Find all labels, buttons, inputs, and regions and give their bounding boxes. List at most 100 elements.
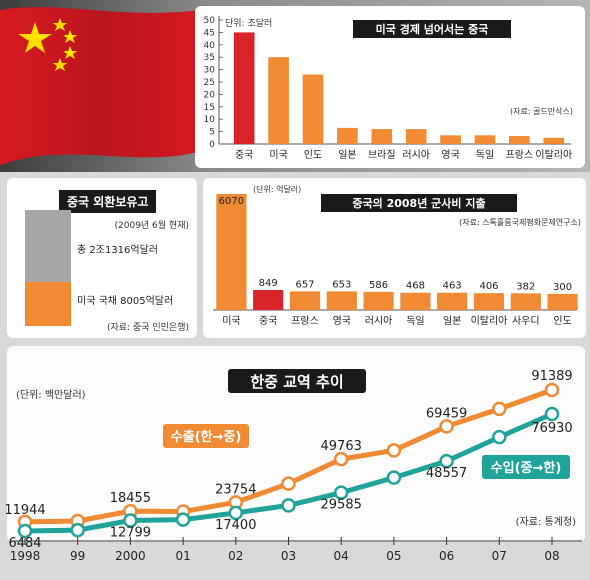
gdp-y-tick: 40 — [204, 41, 216, 51]
military-x-label: 일본 — [443, 315, 461, 327]
trade-point — [228, 505, 244, 521]
military-x-label: 사우디 — [512, 315, 540, 327]
gdp-x-label: 브라질 — [368, 149, 396, 161]
trade-value-label: 69459 — [426, 406, 467, 421]
china-flag-icon — [0, 7, 205, 165]
trade-value-label: 91389 — [531, 369, 572, 384]
military-value-label: 463 — [443, 281, 462, 292]
trade-point — [544, 382, 560, 398]
trade-point — [175, 512, 191, 527]
military-chart: (단위: 억달러) 중국의 2008년 군사비 지출 (자료: 스톡홀름국제평화문제… — [213, 184, 581, 327]
import-legend-label: 수입(중→한) — [491, 460, 562, 476]
military-x-label: 미국 — [222, 315, 240, 327]
trade-value-label: 29585 — [321, 498, 362, 513]
trade-x-label: 04 — [334, 549, 349, 563]
gdp-x-label: 러시아 — [402, 149, 430, 161]
trade-value-label: 49763 — [321, 439, 362, 454]
forex-total-label: 총 2조1316억달러 — [77, 245, 158, 256]
trade-x-label: 1998 — [10, 549, 41, 563]
trade-x-label: 03 — [281, 549, 296, 563]
trade-point — [544, 406, 560, 422]
military-bar — [363, 291, 394, 310]
trade-point — [333, 485, 349, 500]
gdp-bar — [233, 32, 255, 144]
military-unit-label: (단위: 억달러) — [253, 184, 301, 194]
forex-date-note: (2009년 6월 현재) — [114, 221, 190, 231]
gdp-y-tick: 45 — [204, 28, 215, 38]
trade-value-label: 48557 — [426, 466, 467, 481]
military-value-label: 6070 — [219, 196, 244, 207]
gdp-chart: 0 5 10 15 20 25 30 35 40 45 50 단위: 조달러 미국 경제 넘어서는 중국… — [204, 16, 573, 161]
trade-point — [492, 429, 507, 445]
trade-x-label: 99 — [70, 549, 85, 563]
trade-title: 한중 교역 추이 — [250, 373, 343, 391]
military-value-label: 382 — [516, 281, 535, 292]
trade-point — [386, 470, 402, 485]
military-value-label: 653 — [332, 279, 351, 290]
gdp-x-label: 영국 — [441, 149, 459, 161]
gdp-x-label: 미국 — [269, 149, 287, 161]
gdp-y-tick: 35 — [204, 53, 215, 63]
military-source: (자료: 스톡홀름국제평화문제연구소) — [459, 217, 581, 227]
trade-value-label: 17400 — [215, 518, 256, 533]
gdp-bar — [371, 129, 393, 144]
forex-panel: 중국 외환보유고 (2009년 6월 현재) 총 2조1316억달러 미국 국채… — [7, 178, 197, 338]
gdp-source: (자료: 골드만삭스) — [510, 106, 573, 116]
military-bar — [216, 194, 247, 310]
trade-point — [17, 523, 33, 539]
trade-series-line — [24, 411, 554, 534]
military-bar — [473, 293, 505, 310]
military-x-label: 영국 — [333, 315, 351, 327]
military-value-label: 849 — [259, 278, 278, 289]
trade-point — [281, 498, 296, 513]
trade-value-label: 11944 — [4, 503, 45, 518]
trade-point — [386, 443, 402, 458]
trade-value-label: 76930 — [531, 421, 572, 436]
gdp-y-tick: 15 — [204, 103, 215, 113]
gdp-x-label: 프랑스 — [506, 149, 534, 161]
trade-point — [123, 513, 138, 528]
gdp-bar — [474, 135, 496, 144]
military-x-label: 프랑스 — [291, 315, 319, 327]
trade-value-label: 23754 — [215, 482, 256, 497]
forex-us-bond-label: 미국 국채 8005억달러 — [77, 296, 174, 307]
military-bar — [326, 291, 357, 310]
gdp-y-tick: 50 — [204, 16, 216, 26]
military-value-label: 406 — [479, 281, 498, 292]
gdp-y-tick: 25 — [204, 78, 215, 88]
gdp-y-tick: 0 — [209, 140, 215, 150]
gdp-chart-panel: 0 5 10 15 20 25 30 35 40 45 50 단위: 조달러 미국 경제 넘어서는 중국… — [195, 6, 585, 168]
gdp-x-label: 인도 — [304, 149, 322, 161]
military-bar — [289, 291, 321, 310]
gdp-bar — [268, 57, 289, 145]
trade-value-label: 18455 — [110, 491, 151, 506]
trade-x-label: 08 — [544, 549, 559, 563]
trade-x-label: 06 — [439, 549, 454, 563]
gdp-x-label: 독일 — [476, 149, 494, 161]
trade-source: (자료: 통계청) — [516, 516, 576, 528]
gdp-bar — [509, 136, 530, 144]
trade-point — [439, 453, 454, 469]
military-title: 중국의 2008년 군사비 지출 — [352, 196, 485, 210]
trade-x-label: 2000 — [115, 549, 146, 563]
military-x-label: 러시아 — [365, 315, 393, 327]
export-legend-label: 수출(한→중) — [171, 429, 242, 445]
military-bar — [547, 293, 578, 310]
trade-x-label: 02 — [228, 549, 243, 563]
trade-value-label: 12799 — [110, 526, 151, 541]
export-legend-box — [163, 424, 249, 448]
forex-us-bond-bar — [25, 282, 71, 326]
trade-point — [333, 451, 349, 467]
gdp-bar — [302, 74, 324, 144]
gdp-bar — [440, 135, 461, 144]
gdp-unit-label: 단위: 조달러 — [225, 17, 272, 29]
military-value-label: 468 — [406, 281, 425, 292]
trade-title-box — [228, 369, 366, 393]
trade-point — [439, 419, 454, 434]
gdp-x-label: 중국 — [235, 149, 253, 161]
gdp-y-tick: 30 — [204, 66, 216, 76]
trade-point — [70, 522, 85, 538]
gdp-bar — [543, 137, 565, 144]
military-title-box — [321, 194, 517, 212]
